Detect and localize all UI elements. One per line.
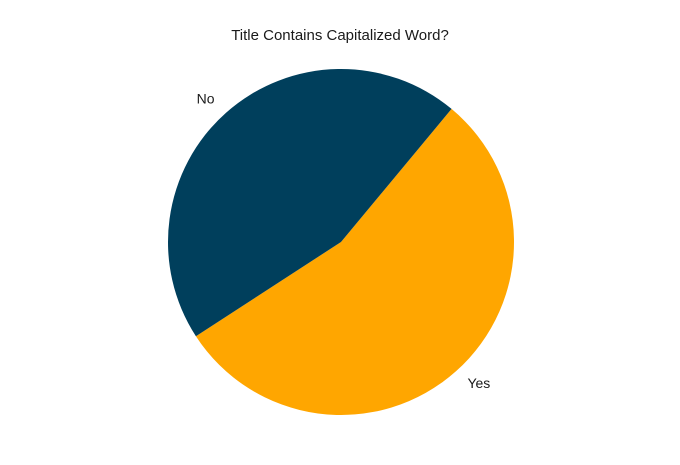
pie-labels: Yes No (197, 90, 491, 390)
pie-slices (168, 69, 515, 416)
chart-title: Title Contains Capitalized Word? (231, 27, 449, 44)
pie-slice-yes (195, 108, 515, 416)
pie-slice-no (168, 69, 452, 337)
pie-label-yes: Yes (467, 375, 490, 391)
pie-label-no: No (197, 90, 215, 106)
